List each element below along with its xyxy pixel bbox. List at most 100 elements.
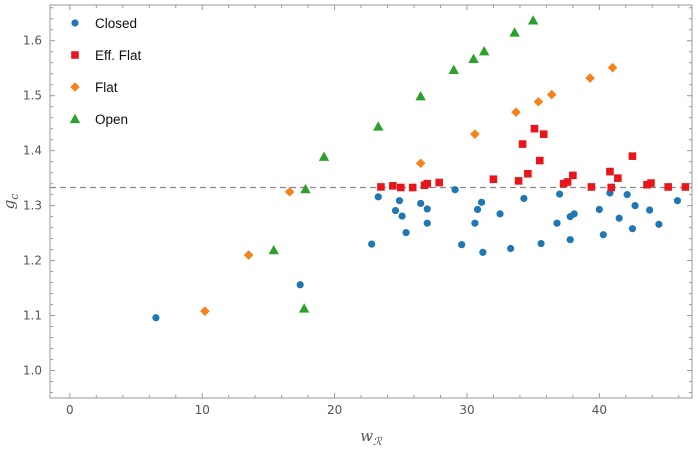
- data-point: [478, 45, 490, 56]
- data-points: [152, 15, 690, 322]
- data-point: [546, 89, 557, 100]
- data-point: [423, 179, 432, 188]
- data-point: [448, 64, 459, 75]
- data-point: [473, 205, 482, 214]
- data-point: [539, 130, 548, 138]
- data-point: [470, 129, 480, 139]
- legend-item: Closed: [71, 16, 137, 31]
- data-point: [374, 193, 382, 201]
- data-point: [520, 194, 528, 203]
- data-point: [152, 314, 160, 322]
- data-point: [673, 197, 682, 205]
- data-point: [423, 205, 431, 213]
- axis-ticks: 0 10 20 30 40 1.0 1.1 1.2 1.3 1.4 1.5 1.6: [23, 5, 692, 417]
- legend-label: Closed: [95, 16, 137, 31]
- data-point: [398, 212, 406, 220]
- series-eff-flat: [377, 124, 690, 192]
- plot-border: [49, 4, 693, 399]
- data-point: [268, 244, 279, 255]
- legend-label: Flat: [95, 80, 118, 95]
- data-point: [524, 169, 532, 178]
- data-point: [389, 182, 397, 190]
- y-tick-label: 1.1: [23, 309, 42, 323]
- data-point: [647, 179, 655, 187]
- series-closed: [152, 186, 682, 322]
- data-point: [402, 228, 410, 237]
- data-point: [628, 152, 637, 160]
- y-tick-label: 1.4: [23, 144, 42, 158]
- data-point: [415, 91, 426, 101]
- data-point: [423, 219, 431, 227]
- data-point: [537, 239, 545, 248]
- data-point: [477, 198, 486, 206]
- data-point: [587, 183, 596, 191]
- x-tick-label: 10: [195, 403, 210, 417]
- data-point: [559, 179, 568, 188]
- data-point: [563, 178, 572, 186]
- data-point: [566, 236, 574, 244]
- data-point: [569, 171, 577, 180]
- data-point: [553, 219, 561, 227]
- data-point: [530, 124, 539, 133]
- legend-marker-triangle-icon: [69, 113, 81, 124]
- data-point: [595, 205, 603, 214]
- data-point: [300, 183, 311, 194]
- x-tick-label: 30: [459, 403, 474, 417]
- data-point: [479, 248, 487, 256]
- legend-item: Flat: [70, 80, 118, 95]
- data-point: [396, 183, 405, 192]
- data-point: [615, 214, 623, 222]
- data-point: [527, 15, 539, 25]
- data-point: [606, 167, 614, 176]
- data-point: [471, 219, 479, 227]
- x-tick-label: 40: [592, 403, 607, 417]
- legend: Closed Eff. Flat Flat Open: [69, 16, 142, 127]
- data-point: [518, 140, 527, 148]
- data-point: [556, 190, 564, 198]
- data-point: [435, 178, 443, 187]
- data-point: [373, 121, 384, 131]
- data-point: [507, 244, 515, 253]
- data-point: [391, 206, 400, 215]
- data-point: [408, 183, 417, 192]
- data-point: [468, 53, 479, 64]
- legend-label: Eff. Flat: [95, 48, 142, 63]
- plot-frame: [49, 4, 693, 399]
- data-point: [296, 281, 304, 289]
- data-point: [284, 187, 295, 197]
- data-point: [570, 210, 578, 218]
- y-tick-label: 1.6: [23, 34, 42, 48]
- data-point: [489, 175, 498, 184]
- x-axis-label-main: w: [360, 427, 373, 445]
- data-point: [496, 210, 504, 218]
- data-point: [631, 202, 639, 210]
- legend-marker-diamond-icon: [70, 82, 80, 92]
- data-point: [458, 241, 466, 249]
- data-point: [514, 177, 523, 185]
- data-point: [533, 96, 544, 107]
- data-point: [415, 158, 426, 169]
- data-point: [681, 183, 690, 191]
- data-point: [585, 73, 595, 83]
- legend-marker-circle-icon: [71, 19, 79, 27]
- data-point: [395, 197, 404, 205]
- series-flat: [200, 62, 618, 316]
- data-point: [664, 183, 672, 191]
- data-point: [298, 303, 310, 313]
- data-point: [646, 206, 654, 214]
- data-point: [535, 156, 544, 165]
- data-point: [377, 183, 385, 191]
- data-point: [243, 250, 254, 260]
- data-point: [417, 199, 425, 208]
- data-point: [451, 186, 459, 194]
- data-point: [607, 183, 616, 192]
- y-tick-label: 1.3: [23, 199, 42, 213]
- data-point: [655, 220, 663, 228]
- data-point: [607, 62, 618, 73]
- x-axis-label-sub: ℛ: [373, 435, 383, 448]
- y-axis-label-main: g: [0, 200, 18, 210]
- legend-marker-square-icon: [71, 51, 79, 59]
- y-axis-label-sub: c: [8, 194, 21, 200]
- y-tick-label: 1.0: [23, 364, 42, 378]
- data-point: [511, 107, 521, 117]
